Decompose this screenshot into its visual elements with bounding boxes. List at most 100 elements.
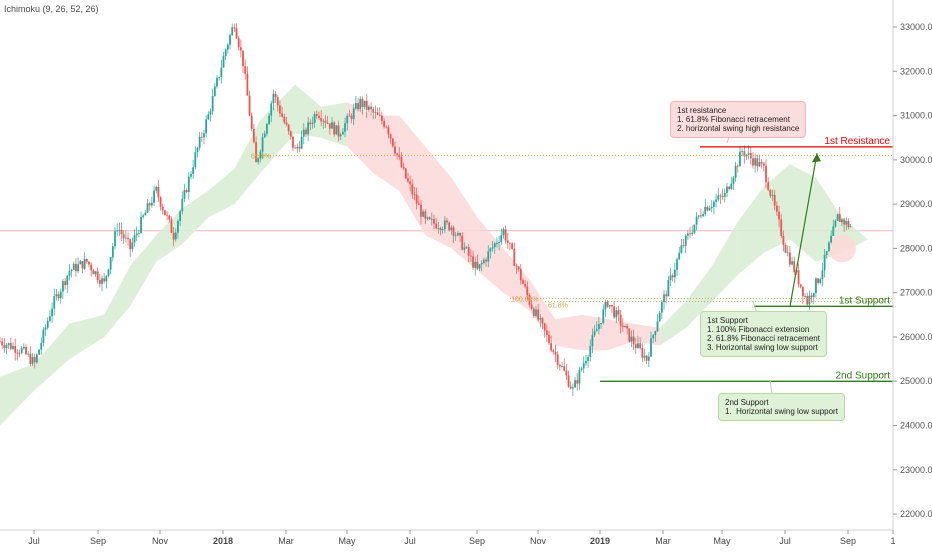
candle-body bbox=[55, 294, 58, 297]
candle-body bbox=[311, 122, 314, 125]
candle-body bbox=[326, 122, 329, 124]
candle-body bbox=[361, 98, 364, 108]
candle-body bbox=[630, 336, 633, 342]
candle-body bbox=[398, 154, 401, 158]
candle-body bbox=[359, 98, 362, 110]
candle-body bbox=[218, 76, 221, 78]
candle-body bbox=[168, 215, 171, 220]
candle-body bbox=[378, 114, 381, 116]
candle-body bbox=[715, 199, 717, 202]
x-tick-label: May bbox=[713, 536, 731, 546]
candle-body bbox=[602, 309, 605, 324]
candle-body bbox=[59, 291, 62, 299]
candle-body bbox=[255, 142, 257, 163]
candle-body bbox=[506, 240, 509, 243]
cloud-green-1 bbox=[0, 84, 348, 426]
candle-body bbox=[782, 236, 785, 245]
candle-body bbox=[270, 103, 273, 116]
candle-body bbox=[300, 136, 303, 149]
candle-body bbox=[543, 323, 546, 331]
candle-body bbox=[391, 138, 394, 147]
candle-body bbox=[88, 261, 90, 265]
x-tick-label: Jul bbox=[28, 536, 40, 546]
candle-body bbox=[710, 206, 713, 209]
candle-body bbox=[424, 211, 427, 219]
support2-note[interactable]: 2nd Support 1. Horizontal swing low supp… bbox=[718, 393, 845, 421]
candle-body bbox=[439, 228, 442, 231]
y-tick-label: 33000.0 bbox=[900, 22, 932, 32]
candle-body bbox=[641, 348, 644, 358]
candle-body bbox=[437, 228, 440, 230]
candle-body bbox=[400, 157, 403, 168]
candle-body bbox=[778, 211, 780, 220]
candle-body bbox=[159, 197, 162, 207]
candle-body bbox=[810, 295, 813, 298]
candle-body bbox=[370, 106, 372, 110]
candle-body bbox=[758, 161, 761, 167]
candle-body bbox=[376, 112, 379, 115]
candle-body bbox=[81, 261, 84, 269]
x-tick-label: 2018 bbox=[213, 536, 233, 546]
candle-body bbox=[200, 136, 203, 138]
candle-body bbox=[639, 343, 642, 349]
candle-body bbox=[62, 281, 64, 292]
candle-body bbox=[131, 242, 134, 250]
levels: 61.8%100.00%61.8%1st Resistance30293.51s… bbox=[251, 133, 932, 395]
candle-body bbox=[387, 127, 390, 135]
candle-body bbox=[700, 215, 702, 217]
candle-body bbox=[237, 38, 240, 48]
candle-body bbox=[207, 114, 210, 120]
candle-body bbox=[797, 270, 800, 285]
candle-body bbox=[608, 304, 611, 307]
candle-body bbox=[181, 198, 184, 212]
candle-body bbox=[656, 321, 659, 332]
candle-body bbox=[637, 343, 639, 349]
candle-body bbox=[767, 182, 770, 190]
candle-body bbox=[25, 346, 27, 355]
candle-body bbox=[239, 47, 242, 51]
candle-body bbox=[754, 158, 757, 166]
candle-body bbox=[5, 345, 8, 349]
indicator-label[interactable]: Ichimoku (9, 26, 52, 26) bbox=[4, 4, 99, 14]
candle-body bbox=[413, 194, 416, 196]
candle-body bbox=[242, 50, 244, 67]
candle-body bbox=[663, 294, 665, 303]
candle-body bbox=[374, 112, 377, 114]
candle-body bbox=[266, 124, 268, 134]
candle-body bbox=[352, 108, 355, 119]
candle-body bbox=[541, 318, 544, 324]
resistance1-label: 1st Resistance bbox=[824, 136, 890, 147]
candle-body bbox=[198, 136, 201, 148]
candle-body bbox=[624, 325, 626, 328]
candle-body bbox=[354, 103, 357, 109]
candle-body bbox=[70, 269, 73, 272]
candle-body bbox=[411, 184, 414, 195]
candle-body bbox=[35, 354, 38, 363]
candle-body bbox=[741, 151, 744, 153]
candle-body bbox=[730, 183, 733, 190]
candle-body bbox=[29, 353, 32, 364]
candle-body bbox=[834, 220, 837, 227]
y-tick-label: 22000.0 bbox=[900, 509, 932, 519]
candle-body bbox=[626, 325, 629, 329]
candle-body bbox=[420, 204, 422, 217]
candle-body bbox=[309, 122, 312, 125]
candle-body bbox=[574, 380, 576, 388]
candle-body bbox=[472, 256, 474, 268]
support1-note[interactable]: 1st Support 1. 100% Fibonacci extension … bbox=[700, 311, 827, 357]
candle-body bbox=[318, 115, 320, 119]
candle-body bbox=[650, 338, 652, 357]
candle-body bbox=[745, 154, 748, 157]
x-tick-label: May bbox=[338, 536, 356, 546]
candle-body bbox=[331, 122, 333, 129]
candle-body bbox=[114, 231, 116, 247]
resistance-note[interactable]: 1st resistance 1. 61.8% Fibonacci retrac… bbox=[670, 101, 807, 138]
candle-body bbox=[124, 237, 127, 239]
candle-body bbox=[485, 259, 487, 262]
candle-body bbox=[394, 146, 396, 154]
candle-body bbox=[220, 67, 223, 77]
candle-body bbox=[587, 356, 589, 362]
candle-body bbox=[667, 280, 670, 297]
candle-body bbox=[53, 296, 56, 309]
